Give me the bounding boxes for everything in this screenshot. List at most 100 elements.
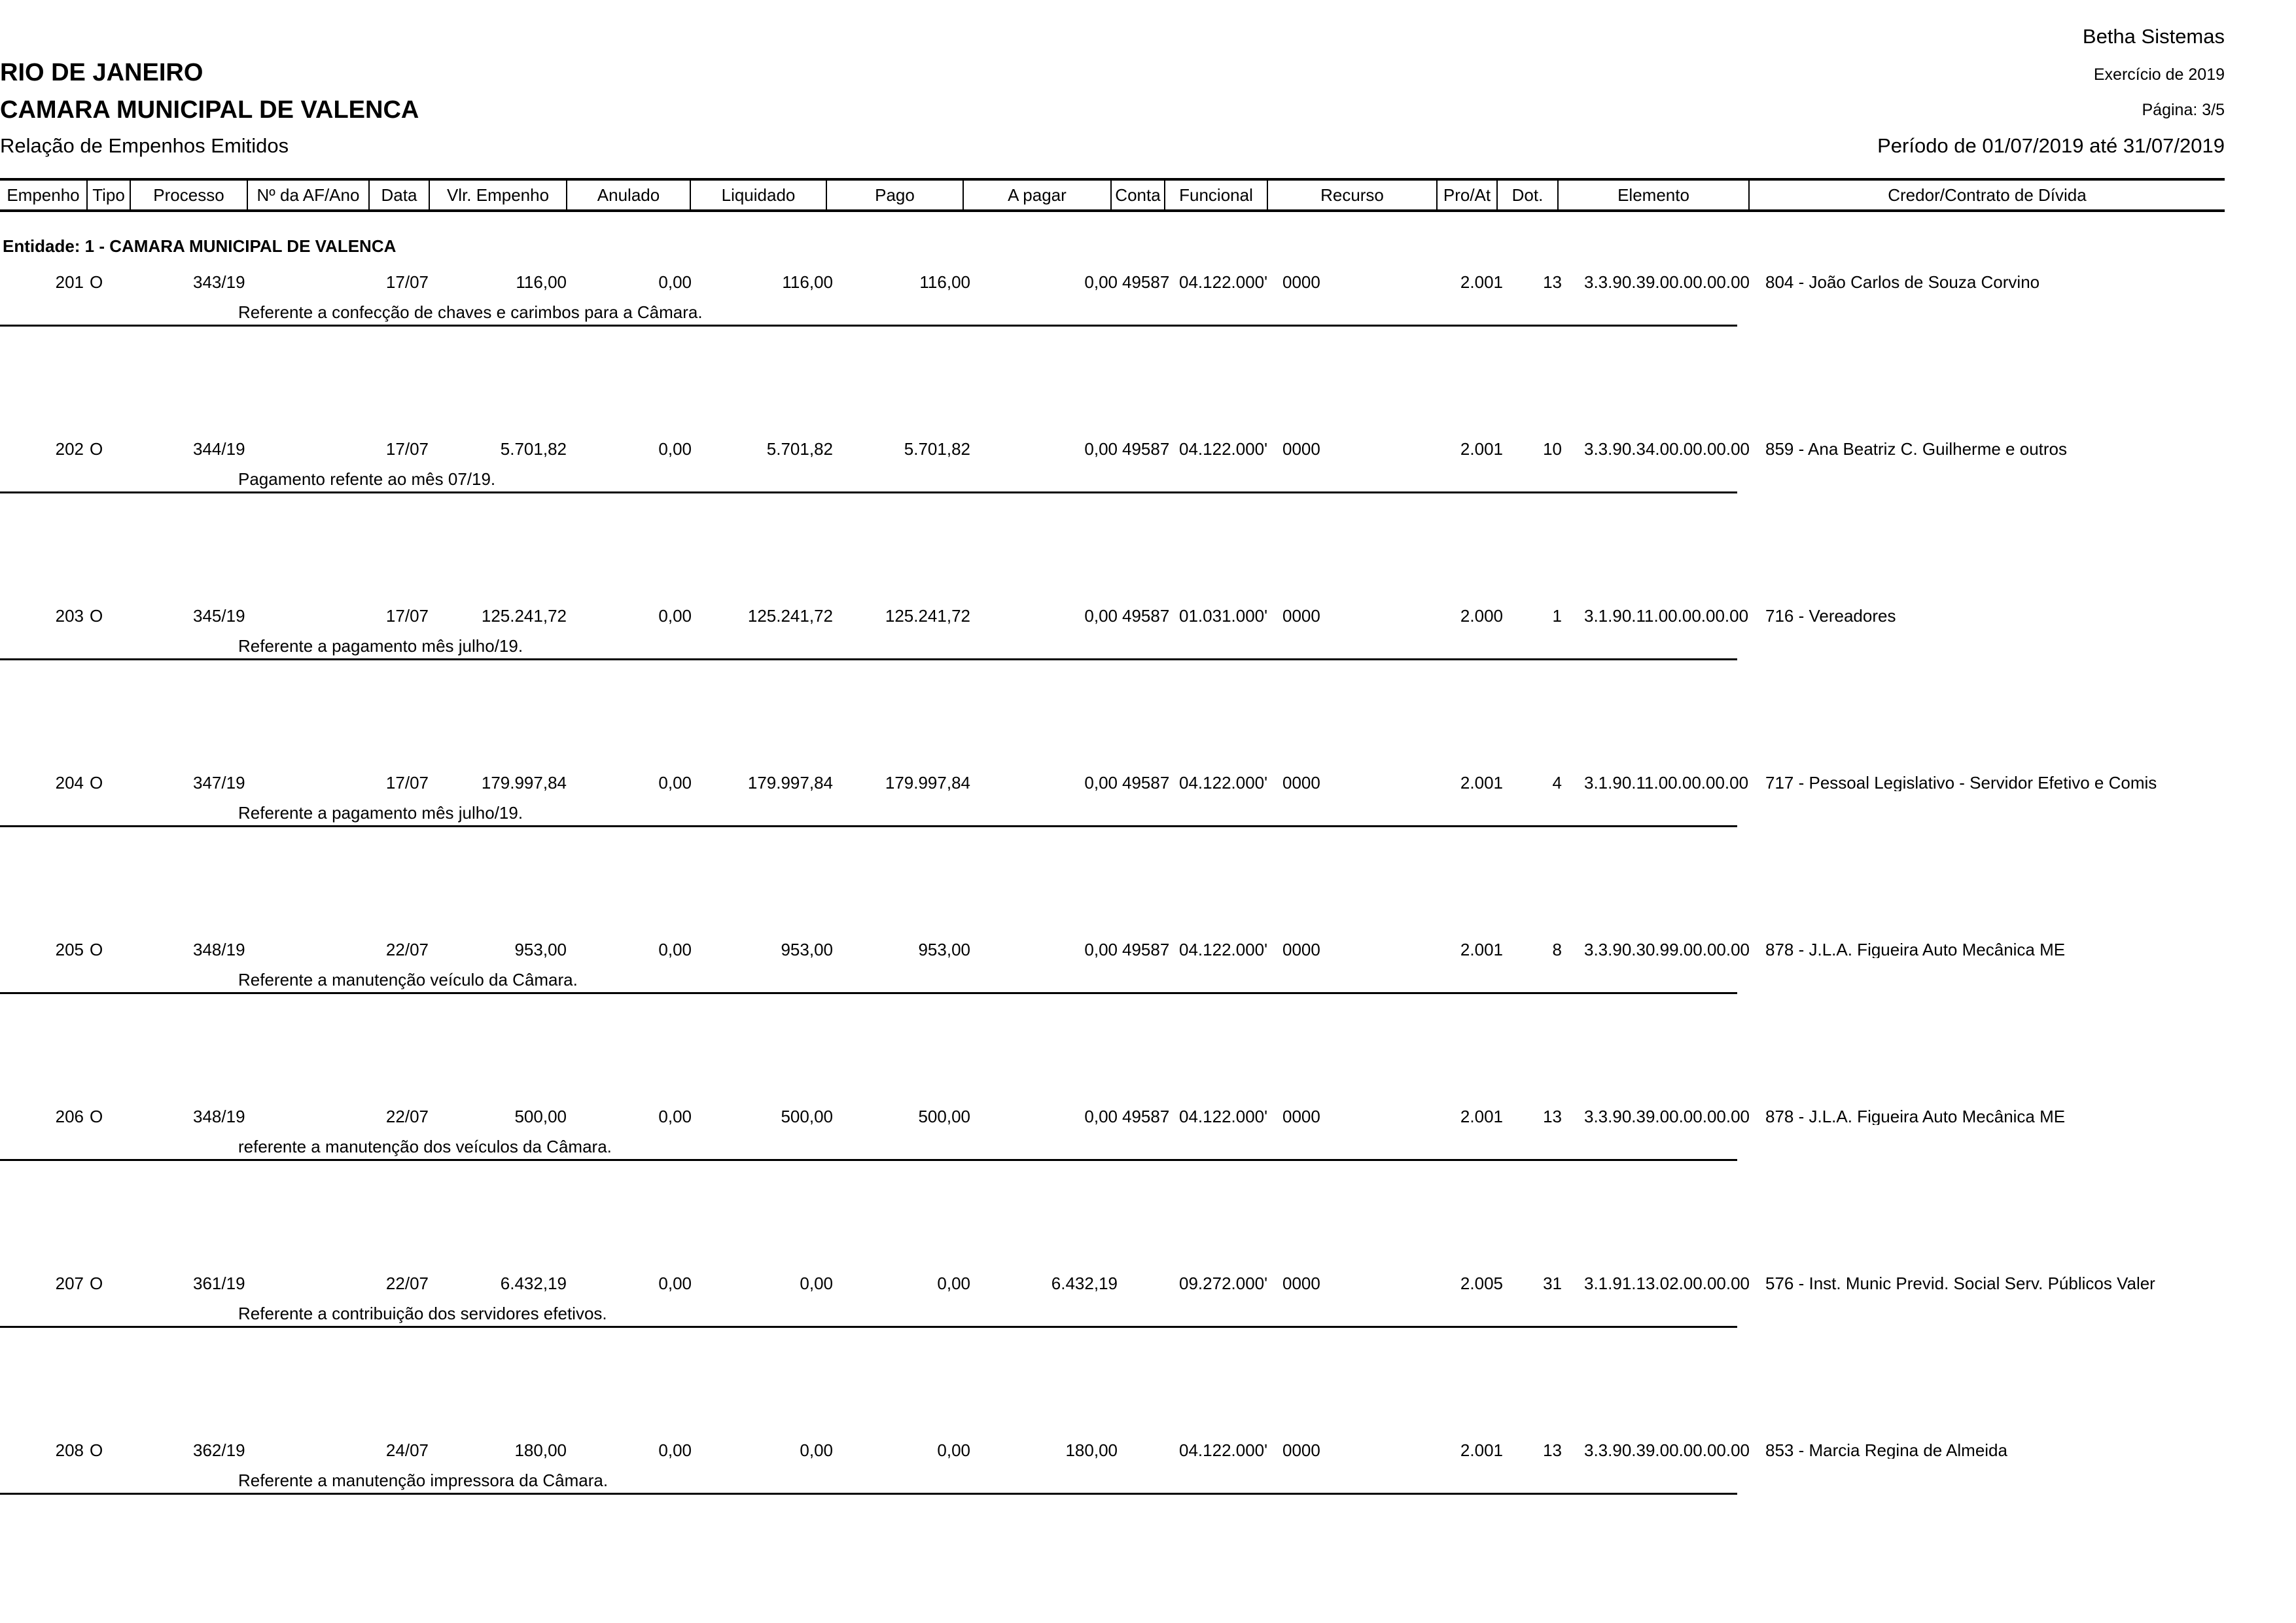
- column-header: Pro/At: [1438, 181, 1498, 209]
- cell-descricao: referente a manutenção dos veículos da C…: [238, 1137, 612, 1156]
- state-title: RIO DE JANEIRO: [0, 59, 203, 86]
- cell-processo: 347/19: [193, 773, 245, 793]
- column-header: Elemento: [1559, 181, 1750, 209]
- cell-descricao: Referente a pagamento mês julho/19.: [238, 803, 523, 823]
- cell-conta: 49587: [1122, 606, 1170, 626]
- cell-funcional: 04.122.000': [1179, 1442, 1268, 1459]
- cell-funcional: 04.122.000': [1179, 941, 1268, 958]
- cell-credor: 878 - J.L.A. Figueira Auto Mecânica ME: [1765, 941, 2066, 958]
- cell-processo: 344/19: [193, 439, 245, 459]
- cell-processo: 348/19: [193, 1107, 245, 1126]
- cell-liquidado: 179.997,84: [747, 773, 833, 793]
- cell-pago: 116,00: [919, 272, 970, 292]
- cell-recurso: 0000: [1282, 940, 1320, 959]
- row-divider: [0, 1326, 1737, 1328]
- cell-liquidado: 0,00: [800, 1440, 833, 1460]
- row-divider: [0, 491, 1737, 493]
- cell-proat: 2.001: [1460, 439, 1503, 459]
- cell-elemento: 3.3.90.30.99.00.00.00: [1584, 940, 1750, 959]
- cell-anulado: 0,00: [658, 940, 692, 959]
- column-header: Nº da AF/Ano: [248, 181, 370, 209]
- cell-recurso: 0000: [1282, 439, 1320, 459]
- cell-credor: 576 - Inst. Munic Previd. Social Serv. P…: [1765, 1275, 2155, 1292]
- row-divider: [0, 658, 1737, 660]
- cell-pago: 500,00: [918, 1107, 970, 1126]
- cell-tipo: O: [90, 1107, 103, 1126]
- cell-vlr: 179.997,84: [481, 773, 567, 793]
- cell-elemento: 3.1.91.13.02.00.00.00: [1584, 1274, 1750, 1293]
- cell-descricao: Referente a manutenção veículo da Câmara…: [238, 970, 578, 990]
- column-header: Credor/Contrato de Dívida: [1888, 185, 2087, 205]
- cell-vlr: 125.241,72: [481, 606, 567, 626]
- period-label: Período de 01/07/2019 até 31/07/2019: [1877, 134, 2225, 157]
- cell-funcional: 09.272.000': [1179, 1275, 1268, 1292]
- cell-liquidado: 953,00: [781, 940, 833, 959]
- cell-elemento: 3.3.90.39.00.00.00.00: [1584, 1440, 1750, 1460]
- cell-vlr: 953,00: [514, 940, 567, 959]
- cell-empenho: 204: [55, 773, 84, 793]
- cell-dot: 1: [1552, 606, 1562, 626]
- cell-data: 22/07: [385, 1107, 429, 1126]
- cell-funcional: 04.122.000': [1179, 1108, 1268, 1125]
- cell-apagar: 6.432,19: [1051, 1274, 1118, 1293]
- cell-apagar: 0,00: [1084, 272, 1118, 292]
- cell-apagar: 0,00: [1084, 606, 1118, 626]
- cell-elemento: 3.1.90.11.00.00.00.00: [1584, 606, 1749, 626]
- cell-empenho: 202: [55, 439, 84, 459]
- cell-proat: 2.001: [1460, 773, 1503, 793]
- cell-elemento: 3.3.90.39.00.00.00.00: [1584, 272, 1750, 292]
- cell-anulado: 0,00: [658, 773, 692, 793]
- cell-empenho: 201: [55, 272, 84, 292]
- cell-credor: 717 - Pessoal Legislativo - Servidor Efe…: [1765, 774, 2157, 791]
- cell-tipo: O: [90, 773, 103, 793]
- cell-empenho: 208: [55, 1440, 84, 1460]
- cell-anulado: 0,00: [658, 1440, 692, 1460]
- cell-apagar: 0,00: [1084, 940, 1118, 959]
- cell-data: 17/07: [385, 773, 429, 793]
- cell-credor: 859 - Ana Beatriz C. Guilherme e outros: [1765, 440, 2068, 457]
- cell-vlr: 116,00: [516, 272, 567, 292]
- cell-descricao: Pagamento refente ao mês 07/19.: [238, 469, 496, 489]
- column-header: A pagar: [964, 181, 1112, 209]
- column-header: Funcional: [1165, 181, 1268, 209]
- cell-dot: 13: [1543, 1440, 1562, 1460]
- cell-anulado: 0,00: [658, 1107, 692, 1126]
- cell-elemento: 3.3.90.34.00.00.00.00: [1584, 439, 1750, 459]
- cell-processo: 348/19: [193, 940, 245, 959]
- cell-funcional: 04.122.000': [1179, 274, 1268, 291]
- cell-pago: 0,00: [937, 1274, 970, 1293]
- cell-recurso: 0000: [1282, 272, 1320, 292]
- cell-processo: 345/19: [193, 606, 245, 626]
- cell-apagar: 0,00: [1084, 439, 1118, 459]
- cell-data: 17/07: [385, 272, 429, 292]
- cell-credor: 804 - João Carlos de Souza Corvino: [1765, 274, 2040, 291]
- row-divider: [0, 992, 1737, 994]
- cell-anulado: 0,00: [658, 439, 692, 459]
- cell-apagar: 0,00: [1084, 773, 1118, 793]
- cell-descricao: Referente a pagamento mês julho/19.: [238, 636, 523, 656]
- column-header: Tipo: [88, 181, 131, 209]
- entity-group-label: Entidade: 1 - CAMARA MUNICIPAL DE VALENC…: [3, 236, 397, 256]
- cell-apagar: 180,00: [1065, 1440, 1118, 1460]
- cell-recurso: 0000: [1282, 1274, 1320, 1293]
- cell-elemento: 3.1.90.11.00.00.00.00: [1584, 773, 1749, 793]
- cell-processo: 343/19: [193, 272, 245, 292]
- column-header: Conta: [1112, 181, 1165, 209]
- cell-credor: 878 - J.L.A. Figueira Auto Mecânica ME: [1765, 1108, 2066, 1125]
- cell-tipo: O: [90, 1274, 103, 1293]
- row-divider: [0, 825, 1737, 827]
- cell-pago: 0,00: [937, 1440, 970, 1460]
- cell-anulado: 0,00: [658, 606, 692, 626]
- column-header: Pago: [827, 181, 964, 209]
- cell-conta: 49587: [1122, 272, 1170, 292]
- column-header: Processo: [131, 181, 248, 209]
- cell-empenho: 207: [55, 1274, 84, 1293]
- row-divider: [0, 1159, 1737, 1161]
- cell-dot: 10: [1543, 439, 1562, 459]
- cell-processo: 362/19: [193, 1440, 245, 1460]
- cell-descricao: Referente a manutenção impressora da Câm…: [238, 1471, 609, 1490]
- cell-recurso: 0000: [1282, 606, 1320, 626]
- cell-liquidado: 500,00: [781, 1107, 833, 1126]
- cell-liquidado: 125.241,72: [747, 606, 833, 626]
- cell-liquidado: 0,00: [800, 1274, 833, 1293]
